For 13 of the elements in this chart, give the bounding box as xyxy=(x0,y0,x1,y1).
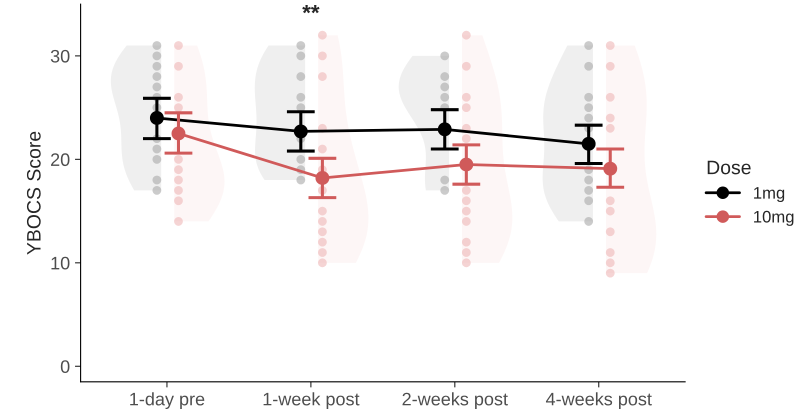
x-tick-label: 4-weeks post xyxy=(546,392,652,410)
legend-label: 10mg xyxy=(754,210,794,226)
y-tick-label: 0 xyxy=(60,360,70,373)
y-axis-title: YBOCS Score xyxy=(26,132,41,255)
annotation: ** xyxy=(302,4,320,14)
y-tick-label: 20 xyxy=(51,153,70,166)
legend-title: Dose xyxy=(708,160,751,174)
y-tick-label: 30 xyxy=(50,50,70,63)
y-tick-label: 10 xyxy=(51,256,70,270)
x-tick-label: 1-week post xyxy=(264,392,360,410)
legend-label: 1mg xyxy=(754,187,784,202)
x-tick-label: 1-day pre xyxy=(130,392,204,410)
x-tick-label: 2-weeks post xyxy=(402,392,508,410)
